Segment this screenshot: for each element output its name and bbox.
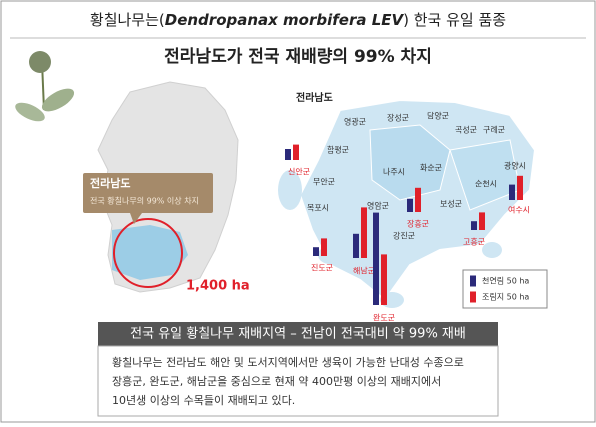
banner: 전국 유일 황칠나무 재배지역 – 전남이 전국대비 약 99% 재배 [130, 327, 466, 342]
title: 황칠나무는(Dendropanax morbifera LEV) 한국 유일 품… [90, 11, 506, 29]
district-label: 영광군 [344, 117, 366, 127]
area-label: 1,400 ha [186, 279, 250, 294]
callout-pointer [130, 213, 142, 224]
district-label: 나주시 [383, 168, 405, 177]
callout-title: 전라남도 [90, 176, 130, 190]
district-label: 보성군 [440, 200, 462, 209]
natural-bar [471, 221, 477, 230]
highlight-circle [113, 218, 183, 288]
district-label: 광양시 [504, 161, 526, 171]
region-label: 장흥군 [407, 219, 429, 229]
planted-bar [361, 207, 367, 258]
title-part: 황칠나무는( [90, 11, 165, 29]
district-label: 순천시 [475, 179, 497, 189]
callout-box [83, 173, 213, 213]
plant-icon [15, 51, 75, 122]
district-label: 함평군 [327, 145, 349, 155]
planted-bar [415, 187, 421, 212]
description-line: 장흥군, 완도군, 해남군을 중심으로 현재 약 400만평 이상의 재배지에서 [112, 374, 441, 388]
natural-bar [509, 184, 515, 200]
species-name: Dendropanax morbifera LEV [165, 11, 405, 29]
natural-bar [353, 233, 359, 258]
region-label: 진도군 [311, 263, 333, 273]
district-label: 곡성군 [455, 126, 477, 135]
callout-text: 전국 황칠나무의 99% 이상 차지 [90, 196, 199, 206]
district-label: 화순군 [420, 164, 442, 173]
banner-box [98, 322, 498, 346]
district-label: 장성군 [387, 113, 409, 123]
legend-swatch [470, 291, 476, 303]
planted-bar [293, 144, 299, 160]
region-label: 여수시 [508, 205, 530, 215]
region-label: 고흥군 [463, 237, 485, 247]
planted-bar [479, 212, 485, 230]
region-label: 신안군 [288, 167, 310, 177]
region-label: 완도군 [373, 314, 395, 323]
subtitle: 전라남도가 전국 재배량의 99% 차지 [164, 47, 432, 67]
island [482, 242, 502, 258]
description-line: 10년생 이상의 수목들이 재배되고 있다. [112, 394, 295, 407]
description-box [97, 345, 499, 417]
natural-bar [285, 149, 291, 160]
legend-label: 조림지 50 ha [482, 292, 529, 302]
district-label: 영암군 [367, 201, 389, 211]
legend-label: 천연림 50 ha [482, 276, 529, 286]
island [278, 170, 302, 210]
legend-box [462, 269, 548, 309]
district-shape [369, 124, 451, 201]
map-title: 전라남도 [296, 91, 333, 104]
title-part: ) 한국 유일 품종 [403, 11, 506, 29]
region-label: 해남군 [353, 266, 375, 276]
planted-bar [517, 175, 523, 200]
district-label: 무안군 [313, 177, 335, 187]
legend-swatch [470, 275, 476, 287]
natural-bar [313, 247, 319, 256]
district-label: 목포시 [307, 204, 329, 213]
planted-bar [321, 238, 327, 256]
description-line: 황칠나무는 전라남도 해안 및 도서지역에서만 생육이 가능한 난대성 수종으로 [112, 355, 464, 369]
planted-bar [381, 254, 387, 305]
district-label: 강진군 [393, 231, 415, 241]
natural-bar [373, 212, 379, 305]
natural-bar [407, 198, 413, 212]
district-label: 담양군 [427, 111, 449, 121]
jeonnam-highlight [112, 225, 188, 280]
district-label: 구례군 [483, 125, 505, 135]
